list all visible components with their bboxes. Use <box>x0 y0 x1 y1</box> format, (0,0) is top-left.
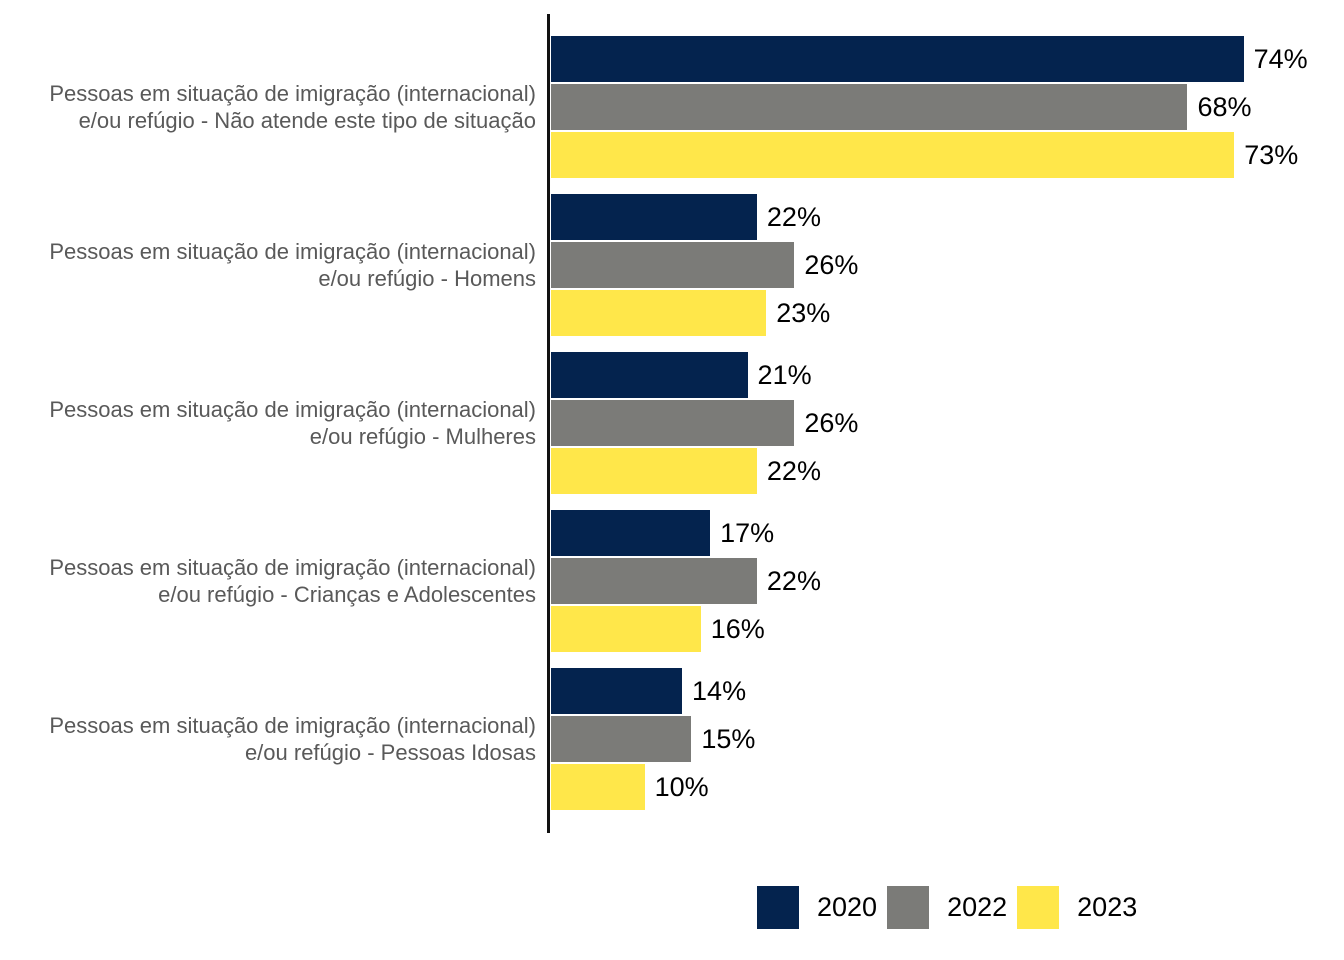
bar-2020 <box>551 36 1244 82</box>
y-axis-line <box>547 14 550 833</box>
category-label: Pessoas em situação de imigração (intern… <box>49 81 536 133</box>
bar-2022 <box>551 400 795 446</box>
legend-item-2020: 2020 <box>757 886 877 929</box>
bar-value-label: 15% <box>701 723 756 754</box>
bar-value-label: 17% <box>720 517 775 548</box>
bar-row: 23% <box>551 290 858 336</box>
bar-row: 16% <box>551 606 821 652</box>
bar-row: 10% <box>551 764 755 810</box>
bar-value-label: 26% <box>804 407 859 438</box>
bar-row: 26% <box>551 242 858 288</box>
bar-2022 <box>551 84 1188 130</box>
legend-swatch-icon <box>1017 886 1060 929</box>
bar-row: 14% <box>551 668 755 714</box>
bar-2022 <box>551 558 757 604</box>
bar-row: 74% <box>551 36 1308 82</box>
bar-value-label: 74% <box>1253 43 1308 74</box>
chart-rows: Pessoas em situação de imigração (intern… <box>0 36 1344 810</box>
bar-stack: 22% 26% 23% <box>551 194 858 336</box>
legend-label: 2020 <box>817 892 878 922</box>
bar-stack: 17% 22% 16% <box>551 510 821 652</box>
category-label: Pessoas em situação de imigração (intern… <box>49 555 536 607</box>
bar-2022 <box>551 242 795 288</box>
bar-2022 <box>551 716 692 762</box>
bar-row: 22% <box>551 194 858 240</box>
bar-value-label: 26% <box>804 249 859 280</box>
bar-value-label: 23% <box>776 297 831 328</box>
bar-row: 22% <box>551 558 821 604</box>
bar-row: 68% <box>551 84 1308 130</box>
bar-2023 <box>551 290 767 336</box>
bar-row: 26% <box>551 400 858 446</box>
bar-2020 <box>551 510 711 556</box>
legend-swatch-icon <box>887 886 930 929</box>
category-label: Pessoas em situação de imigração (intern… <box>49 397 536 449</box>
bar-stack: 14% 15% 10% <box>551 668 755 810</box>
bar-2023 <box>551 764 645 810</box>
bar-2023 <box>551 606 701 652</box>
bar-row: 15% <box>551 716 755 762</box>
bar-value-label: 68% <box>1197 91 1252 122</box>
legend-label: 2022 <box>947 892 1008 922</box>
category-group: Pessoas em situação de imigração (intern… <box>0 352 1344 494</box>
category-group: Pessoas em situação de imigração (intern… <box>0 668 1344 810</box>
legend: 2020 2022 2023 <box>757 886 1137 929</box>
bar-2023 <box>551 132 1235 178</box>
bar-value-label: 22% <box>766 565 821 596</box>
bar-value-label: 21% <box>757 359 812 390</box>
bar-row: 73% <box>551 132 1308 178</box>
legend-swatch-icon <box>757 886 799 929</box>
category-label: Pessoas em situação de imigração (intern… <box>49 713 536 765</box>
bar-value-label: 14% <box>692 675 747 706</box>
category-group: Pessoas em situação de imigração (intern… <box>0 36 1344 178</box>
bar-row: 17% <box>551 510 821 556</box>
legend-label: 2023 <box>1077 892 1138 922</box>
bar-stack: 74% 68% 73% <box>551 36 1308 178</box>
legend-item-2023: 2023 <box>1017 886 1137 929</box>
bar-row: 21% <box>551 352 858 398</box>
bar-2020 <box>551 352 748 398</box>
legend-item-2022: 2022 <box>887 886 1007 929</box>
bar-value-label: 73% <box>1244 139 1299 170</box>
category-group: Pessoas em situação de imigração (intern… <box>0 194 1344 336</box>
bar-row: 22% <box>551 448 858 494</box>
category-group: Pessoas em situação de imigração (intern… <box>0 510 1344 652</box>
bar-stack: 21% 26% 22% <box>551 352 858 494</box>
bar-2023 <box>551 448 757 494</box>
bar-value-label: 10% <box>654 771 709 802</box>
bar-value-label: 22% <box>766 455 821 486</box>
bar-value-label: 22% <box>766 201 821 232</box>
bar-value-label: 16% <box>710 613 765 644</box>
bar-2020 <box>551 194 757 240</box>
bar-2020 <box>551 668 683 714</box>
category-label: Pessoas em situação de imigração (intern… <box>49 239 536 291</box>
